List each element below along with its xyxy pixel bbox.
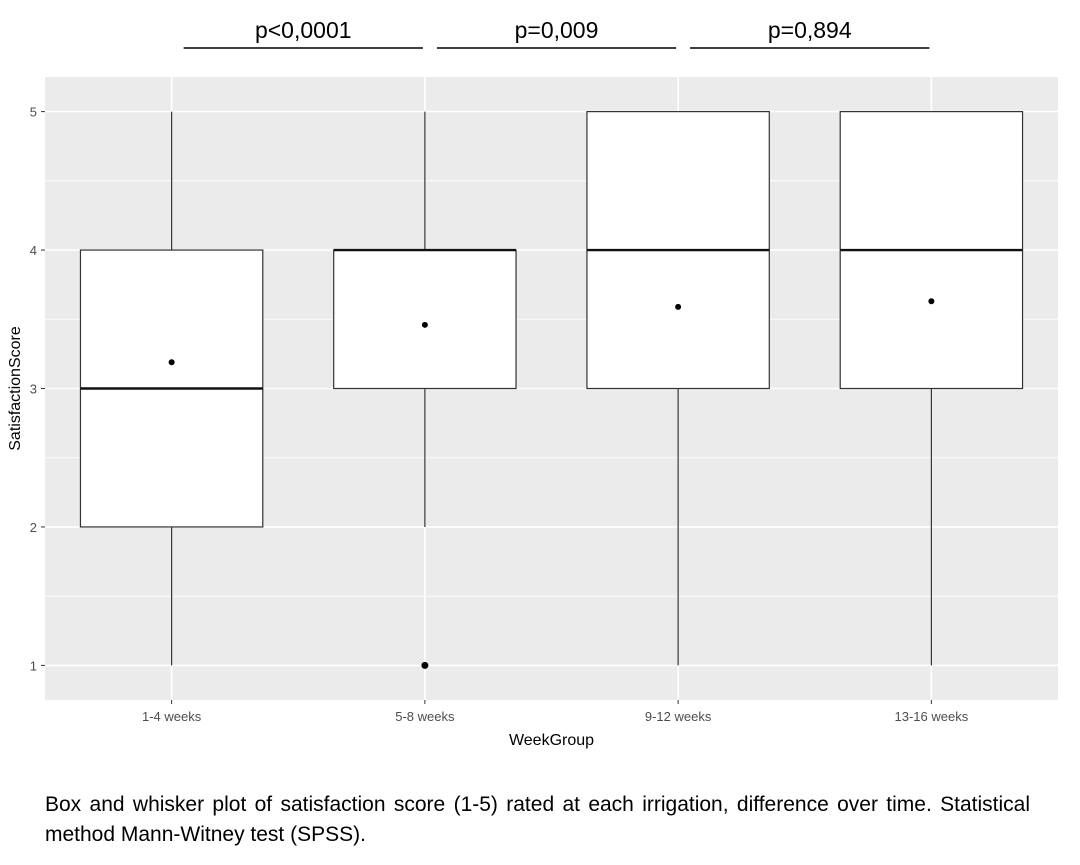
significance-bracket-3: p=0,894 (690, 17, 930, 49)
y-tick-label: 2 (30, 520, 37, 535)
y-tick-label: 5 (30, 105, 37, 120)
y-tick-label: 3 (30, 382, 37, 397)
p-value-label: p=0,894 (768, 17, 852, 43)
mean-point (928, 298, 935, 305)
box-group-2 (333, 111, 517, 669)
mean-point (421, 321, 428, 328)
y-tick-label: 1 (30, 658, 37, 673)
figure-caption: Box and whisker plot of satisfaction sco… (45, 793, 1030, 846)
box-group-3 (586, 111, 770, 666)
y-tick-label: 4 (30, 243, 37, 258)
p-value-label: p<0,0001 (255, 17, 352, 43)
y-axis-title: SatisfactionScore (7, 326, 24, 451)
box (333, 249, 517, 390)
p-value-label: p=0,009 (515, 17, 599, 43)
x-tick-label: 13-16 weeks (895, 709, 969, 724)
box-group-4 (839, 111, 1024, 666)
significance-bracket-2: p=0,009 (436, 17, 677, 49)
x-tick-label: 1-4 weeks (142, 709, 202, 724)
x-axis-title: WeekGroup (509, 732, 594, 749)
x-tick-label: 5-8 weeks (395, 709, 455, 724)
box-group-1 (79, 111, 264, 666)
boxplot-chart: 1 2 3 4 5 1-4 weeks 5-8 weeks 9-12 weeks 13-16 w… (7, 17, 1058, 749)
mean-point (168, 359, 175, 366)
significance-bracket-1: p<0,0001 (183, 17, 423, 49)
x-tick-label: 9-12 weeks (645, 709, 712, 724)
mean-point (675, 303, 682, 310)
outlier-point (421, 661, 429, 669)
